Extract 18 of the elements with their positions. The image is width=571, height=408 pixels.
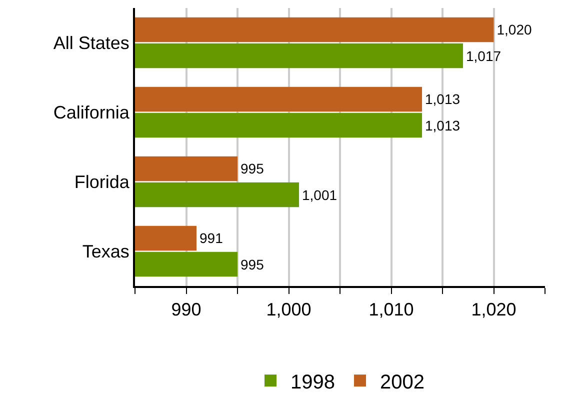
y-tick-label: Florida — [74, 172, 130, 192]
x-tick-label: 990 — [171, 300, 202, 320]
y-tick-label: Texas — [82, 242, 130, 262]
y-tick-label: All States — [53, 33, 130, 54]
x-tick-label: 1,010 — [368, 300, 414, 320]
x-tick-label: 1,020 — [471, 300, 516, 320]
data-label: 995 — [240, 160, 264, 177]
data-label: 1,001 — [302, 186, 338, 203]
data-label: 1,020 — [496, 22, 532, 38]
legend-label: 1998 — [290, 371, 335, 394]
data-label: 995 — [240, 256, 264, 272]
data-label: 991 — [200, 230, 224, 246]
y-tick-label: California — [53, 102, 130, 123]
data-label: 1,013 — [425, 91, 460, 108]
legend-label: 2002 — [380, 371, 424, 394]
data-label: 1,017 — [466, 48, 502, 64]
x-tick-label: 1,000 — [266, 300, 312, 320]
data-label: 1,013 — [425, 117, 460, 134]
